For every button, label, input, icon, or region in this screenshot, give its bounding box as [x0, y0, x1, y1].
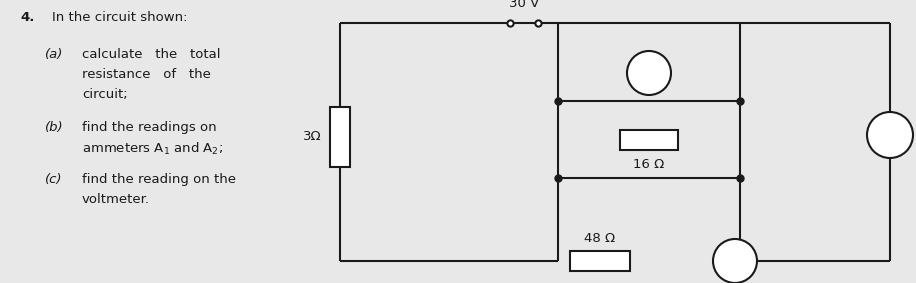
Bar	[620, 130, 678, 149]
Text: 16 Ω: 16 Ω	[633, 158, 665, 170]
Circle shape	[867, 112, 913, 158]
Text: 30 V: 30 V	[509, 0, 540, 10]
Text: (c): (c)	[45, 173, 62, 186]
Circle shape	[713, 239, 757, 283]
Text: A$_2$: A$_2$	[727, 254, 743, 269]
Text: 3Ω: 3Ω	[303, 130, 322, 143]
Text: In the circuit shown:: In the circuit shown:	[52, 11, 188, 24]
Text: find the reading on the: find the reading on the	[82, 173, 236, 186]
Text: resistance   of   the: resistance of the	[82, 68, 211, 81]
Text: V: V	[645, 67, 653, 80]
Text: voltmeter.: voltmeter.	[82, 193, 150, 206]
Text: (a): (a)	[45, 48, 63, 61]
Text: 4.: 4.	[20, 11, 35, 24]
Bar	[570, 251, 630, 271]
Text: calculate   the   total: calculate the total	[82, 48, 221, 61]
Text: find the readings on: find the readings on	[82, 121, 216, 134]
Bar	[330, 107, 350, 167]
Text: (b): (b)	[45, 121, 63, 134]
Text: 48 Ω: 48 Ω	[584, 232, 616, 245]
Text: A$_1$: A$_1$	[882, 127, 898, 143]
Text: circuit;: circuit;	[82, 88, 127, 101]
Circle shape	[627, 51, 671, 95]
Text: ammeters A$_1$ and A$_2$;: ammeters A$_1$ and A$_2$;	[82, 141, 224, 157]
